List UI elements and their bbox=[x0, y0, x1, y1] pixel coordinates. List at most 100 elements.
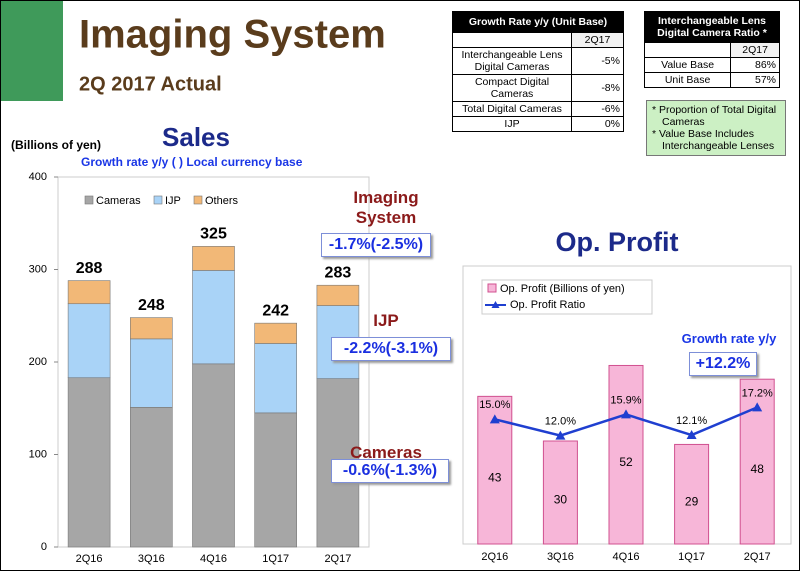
cell: 57% bbox=[730, 72, 780, 88]
bar-segment bbox=[254, 412, 297, 548]
segment-label: IJP bbox=[373, 311, 399, 330]
x-tick-label: 1Q17 bbox=[678, 551, 705, 563]
row-label: IJP bbox=[452, 116, 572, 132]
ratio-table: Interchangeable Lens Digital Camera Rati… bbox=[643, 11, 780, 88]
legend-label: IJP bbox=[165, 195, 181, 207]
page-subtitle: 2Q 2017 Actual bbox=[79, 73, 222, 95]
y-tick-label: 300 bbox=[29, 263, 47, 275]
bar bbox=[674, 443, 710, 545]
x-tick-label: 3Q16 bbox=[547, 551, 574, 563]
legend-label: Others bbox=[205, 195, 239, 207]
bar-segment bbox=[130, 317, 173, 340]
legend-label: Op. Profit (Billions of yen) bbox=[500, 283, 625, 295]
growth-table: Growth Rate y/y (Unit Base) 2Q17 Interch… bbox=[452, 11, 624, 132]
segment-label: Cameras bbox=[350, 443, 422, 462]
x-tick-label: 4Q16 bbox=[613, 551, 640, 563]
x-tick-label: 2Q17 bbox=[324, 553, 351, 565]
x-tick-label: 4Q16 bbox=[200, 553, 227, 565]
ratio-marker bbox=[489, 414, 500, 424]
ratio-marker bbox=[686, 430, 697, 440]
legend-marker bbox=[491, 301, 500, 308]
blank-cell bbox=[452, 32, 572, 48]
y-tick-label: 200 bbox=[29, 356, 47, 368]
growth-box: -0.6%(-1.3%) bbox=[331, 459, 449, 483]
x-tick-label: 2Q17 bbox=[744, 551, 771, 563]
column-header: 2Q17 bbox=[571, 32, 624, 48]
cell: -5% bbox=[571, 47, 624, 75]
bar bbox=[608, 364, 644, 545]
ratio-marker bbox=[621, 409, 631, 419]
bar-value-label: 48 bbox=[751, 462, 765, 476]
bar-segment bbox=[316, 284, 360, 306]
note: * Proportion of Total Digital Cameras bbox=[652, 104, 777, 128]
ratio-marker bbox=[752, 402, 763, 412]
bar-segment bbox=[67, 377, 111, 548]
bar-value-label: 52 bbox=[619, 455, 633, 469]
x-tick-label: 3Q16 bbox=[138, 553, 165, 565]
growth-box: +12.2% bbox=[689, 352, 757, 376]
chart-title: Op. Profit bbox=[556, 227, 679, 257]
ratio-label: 15.0% bbox=[479, 399, 510, 411]
x-tick-label: 2Q16 bbox=[481, 551, 508, 563]
legend-swatch bbox=[153, 195, 163, 205]
cell: 86% bbox=[730, 57, 780, 73]
row-label: Total Digital Cameras bbox=[452, 101, 572, 117]
chart-title: Sales bbox=[162, 122, 230, 152]
bar-segment bbox=[67, 303, 111, 379]
ratio-label: 12.1% bbox=[676, 415, 707, 427]
legend-swatch bbox=[193, 195, 203, 205]
accent-block bbox=[1, 1, 63, 101]
bar-value-label: 43 bbox=[488, 470, 502, 484]
table-title: Interchangeable Lens Digital Camera Rati… bbox=[644, 11, 780, 43]
legend-label: Op. Profit Ratio bbox=[510, 299, 585, 311]
ratio-label: 17.2% bbox=[742, 387, 773, 399]
bar-segment bbox=[192, 246, 235, 271]
bar-segment bbox=[67, 280, 111, 305]
bar-value-label: 29 bbox=[685, 494, 699, 508]
cell: -6% bbox=[571, 101, 624, 117]
bar bbox=[542, 440, 578, 545]
growth-box: -1.7%(-2.5%) bbox=[321, 233, 431, 257]
bar-segment bbox=[254, 322, 297, 344]
ratio-label: 12.0% bbox=[545, 415, 576, 427]
legend-swatch bbox=[487, 283, 497, 293]
total-label: 248 bbox=[138, 297, 165, 314]
y-tick-label: 0 bbox=[41, 541, 47, 553]
bar-segment bbox=[254, 343, 297, 414]
column-header: 2Q17 bbox=[730, 42, 780, 58]
ratio-table-wrap: Interchangeable Lens Digital Camera Rati… bbox=[643, 11, 780, 88]
total-label: 283 bbox=[325, 264, 352, 281]
bar-value-label: 30 bbox=[554, 493, 568, 507]
segment-label: Imaging System bbox=[353, 188, 419, 227]
total-label: 242 bbox=[262, 302, 289, 319]
ratio-label: 15.9% bbox=[610, 394, 641, 406]
y-tick-label: 100 bbox=[29, 448, 47, 460]
x-tick-label: 2Q16 bbox=[76, 553, 103, 565]
blank-cell bbox=[643, 42, 732, 58]
chart-subtitle: Growth rate y/y ( ) Local currency base bbox=[81, 155, 303, 169]
row-label: Value Base bbox=[643, 57, 732, 73]
legend-label: Cameras bbox=[96, 195, 141, 207]
row-label: Compact Digital Cameras bbox=[452, 74, 572, 102]
row-label: Unit Base bbox=[643, 72, 732, 88]
legend-swatch bbox=[84, 195, 94, 205]
growth-box: -2.2%(-3.1%) bbox=[331, 337, 451, 361]
row-label: Interchangeable Lens Digital Cameras bbox=[452, 47, 572, 75]
cell: -8% bbox=[571, 74, 624, 102]
y-tick-label: 400 bbox=[29, 171, 47, 183]
growth-table-wrap: Growth Rate y/y (Unit Base) 2Q17 Interch… bbox=[452, 11, 624, 132]
axis-label: (Billions of yen) bbox=[11, 138, 101, 152]
bar-segment bbox=[130, 338, 173, 408]
cell: 0% bbox=[571, 116, 624, 132]
annotation: Growth rate y/y bbox=[681, 331, 777, 346]
total-label: 325 bbox=[200, 226, 227, 243]
legend-box bbox=[481, 279, 653, 315]
bar-segment bbox=[130, 407, 173, 548]
table-title: Growth Rate y/y (Unit Base) bbox=[452, 11, 624, 33]
bar-segment bbox=[192, 363, 235, 548]
notes-box: * Proportion of Total Digital Cameras * … bbox=[646, 100, 786, 156]
ratio-marker bbox=[555, 430, 566, 440]
total-label: 288 bbox=[76, 260, 103, 277]
